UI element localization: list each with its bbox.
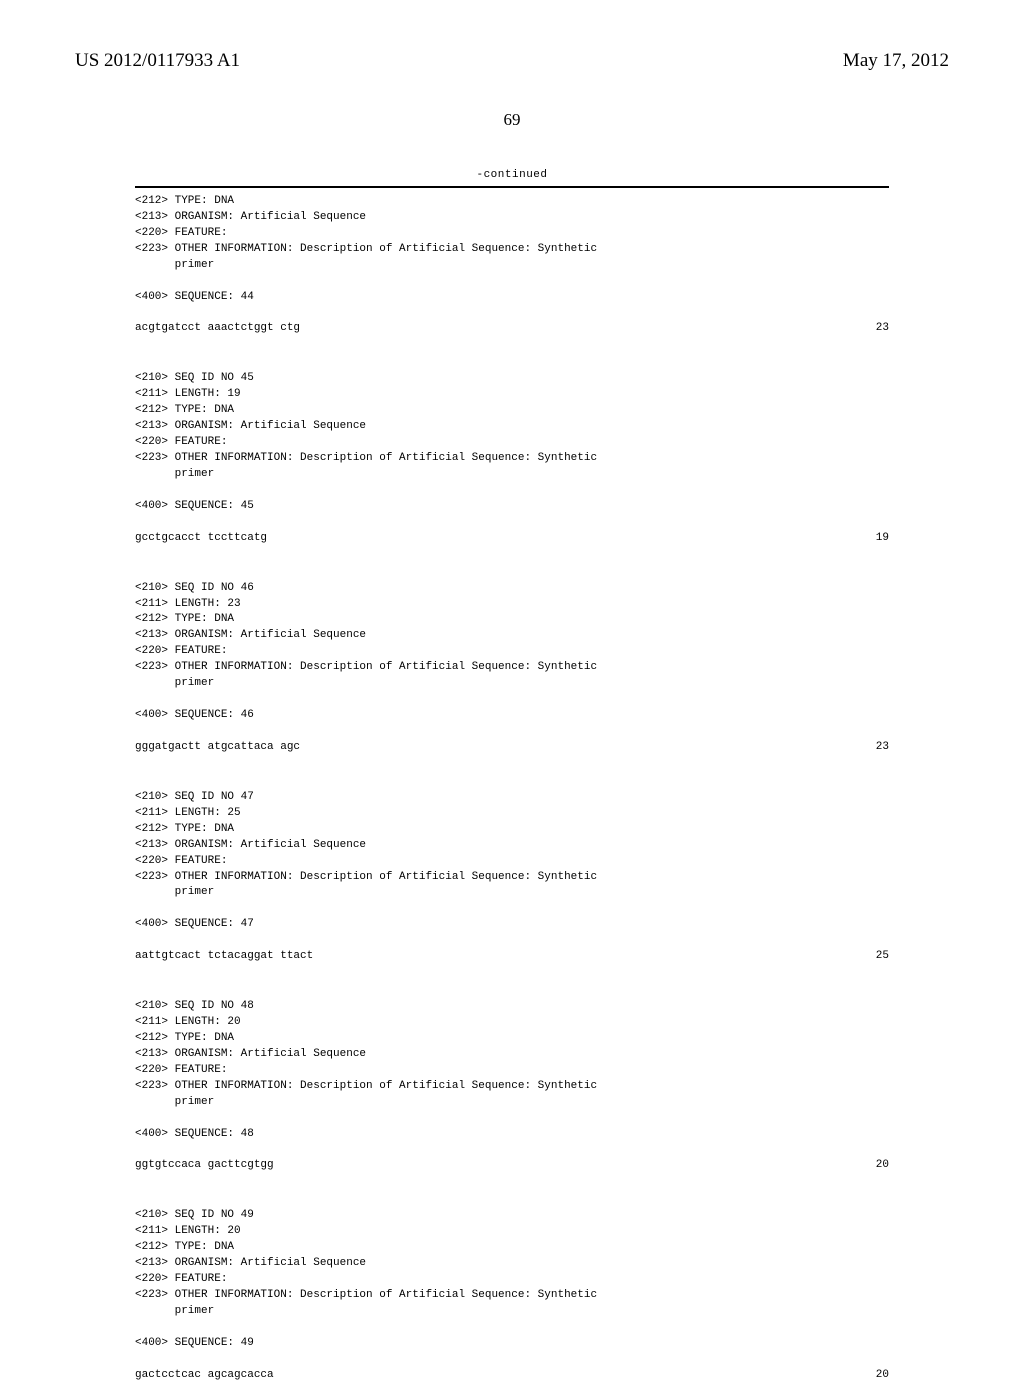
sequence-meta-line: <210> SEQ ID NO 45: [135, 371, 889, 387]
blank-line: [135, 355, 889, 371]
sequence-meta-line: <400> SEQUENCE: 45: [135, 499, 889, 515]
top-rule: [135, 186, 889, 188]
sequence-meta-line: <400> SEQUENCE: 47: [135, 917, 889, 933]
sequence-meta-line: primer: [135, 258, 889, 274]
sequence-listing-content: -continued <212> TYPE: DNA<213> ORGANISM…: [135, 168, 889, 1384]
sequence-meta-line: <400> SEQUENCE: 48: [135, 1127, 889, 1143]
sequence-data-line: gggatgactt atgcattaca agc 23: [135, 740, 889, 756]
blank-line: [135, 1192, 889, 1208]
sequence-block: <210> SEQ ID NO 48<211> LENGTH: 20<212> …: [135, 999, 889, 1174]
sequence-length: 20: [876, 1158, 889, 1174]
sequence-meta-line: <220> FEATURE:: [135, 435, 889, 451]
blank-line: [135, 1143, 889, 1159]
sequence-meta-line: primer: [135, 676, 889, 692]
sequence-meta-line: <213> ORGANISM: Artificial Sequence: [135, 210, 889, 226]
sequence-data-line: gactcctcac agcagcacca 20: [135, 1368, 889, 1384]
sequence-meta-line: primer: [135, 1095, 889, 1111]
sequence-meta-line: <211> LENGTH: 20: [135, 1224, 889, 1240]
sequence-length: 19: [876, 531, 889, 547]
sequence-data-line: ggtgtccaca gacttcgtgg 20: [135, 1158, 889, 1174]
sequence-block: <210> SEQ ID NO 49<211> LENGTH: 20<212> …: [135, 1208, 889, 1383]
sequence-meta-line: <212> TYPE: DNA: [135, 822, 889, 838]
continued-label: -continued: [476, 169, 547, 181]
sequence-meta-line: <400> SEQUENCE: 46: [135, 708, 889, 724]
blank-line: [135, 306, 889, 322]
sequence-meta-line: <213> ORGANISM: Artificial Sequence: [135, 1047, 889, 1063]
blank-line: [135, 515, 889, 531]
sequence-meta-line: <220> FEATURE:: [135, 1063, 889, 1079]
sequence-meta-line: primer: [135, 885, 889, 901]
sequence-meta-line: <223> OTHER INFORMATION: Description of …: [135, 660, 889, 676]
sequence-meta-line: [135, 1111, 889, 1127]
sequence-meta-line: <223> OTHER INFORMATION: Description of …: [135, 242, 889, 258]
sequence-text: gggatgactt atgcattaca agc: [135, 740, 300, 756]
continued-label-wrap: -continued: [135, 168, 889, 184]
sequence-meta-line: <212> TYPE: DNA: [135, 1031, 889, 1047]
sequence-meta-line: [135, 901, 889, 917]
sequence-meta-line: <211> LENGTH: 20: [135, 1015, 889, 1031]
sequence-length: 20: [876, 1368, 889, 1384]
sequence-length: 25: [876, 949, 889, 965]
blank-line: [135, 1352, 889, 1368]
sequence-meta-line: <223> OTHER INFORMATION: Description of …: [135, 451, 889, 467]
sequence-meta-line: <210> SEQ ID NO 46: [135, 581, 889, 597]
sequence-blocks-container: <212> TYPE: DNA<213> ORGANISM: Artificia…: [135, 194, 889, 1384]
sequence-meta-line: <212> TYPE: DNA: [135, 403, 889, 419]
sequence-text: ggtgtccaca gacttcgtgg: [135, 1158, 274, 1174]
sequence-meta-line: [135, 274, 889, 290]
sequence-meta-line: <212> TYPE: DNA: [135, 1240, 889, 1256]
page-number: 69: [0, 110, 1024, 130]
page-header: US 2012/0117933 A1 May 17, 2012: [0, 0, 1024, 72]
sequence-meta-line: <400> SEQUENCE: 44: [135, 290, 889, 306]
sequence-meta-line: [135, 483, 889, 499]
sequence-meta-line: primer: [135, 1304, 889, 1320]
sequence-meta-line: <210> SEQ ID NO 49: [135, 1208, 889, 1224]
sequence-meta-line: <210> SEQ ID NO 47: [135, 790, 889, 806]
sequence-meta-line: <213> ORGANISM: Artificial Sequence: [135, 419, 889, 435]
sequence-meta-line: [135, 692, 889, 708]
blank-line: [135, 724, 889, 740]
blank-line: [135, 933, 889, 949]
sequence-meta-line: <211> LENGTH: 19: [135, 387, 889, 403]
sequence-meta-line: primer: [135, 467, 889, 483]
sequence-block: <210> SEQ ID NO 45<211> LENGTH: 19<212> …: [135, 371, 889, 546]
sequence-meta-line: <223> OTHER INFORMATION: Description of …: [135, 1288, 889, 1304]
publication-number: US 2012/0117933 A1: [75, 50, 240, 72]
sequence-meta-line: <211> LENGTH: 25: [135, 806, 889, 822]
page: US 2012/0117933 A1 May 17, 2012 69 -cont…: [0, 0, 1024, 1320]
sequence-meta-line: <211> LENGTH: 23: [135, 597, 889, 613]
sequence-meta-line: <400> SEQUENCE: 49: [135, 1336, 889, 1352]
sequence-meta-line: <223> OTHER INFORMATION: Description of …: [135, 870, 889, 886]
sequence-data-line: acgtgatcct aaactctggt ctg 23: [135, 321, 889, 337]
sequence-meta-line: <223> OTHER INFORMATION: Description of …: [135, 1079, 889, 1095]
sequence-meta-line: <213> ORGANISM: Artificial Sequence: [135, 628, 889, 644]
sequence-text: gcctgcacct tccttcatg: [135, 531, 267, 547]
sequence-meta-line: <220> FEATURE:: [135, 1272, 889, 1288]
sequence-length: 23: [876, 321, 889, 337]
sequence-meta-line: <210> SEQ ID NO 48: [135, 999, 889, 1015]
sequence-data-line: gcctgcacct tccttcatg 19: [135, 531, 889, 547]
sequence-block: <210> SEQ ID NO 46<211> LENGTH: 23<212> …: [135, 581, 889, 756]
sequence-text: acgtgatcct aaactctggt ctg: [135, 321, 300, 337]
sequence-meta-line: <220> FEATURE:: [135, 226, 889, 242]
sequence-meta-line: <220> FEATURE:: [135, 644, 889, 660]
sequence-meta-line: [135, 1320, 889, 1336]
sequence-meta-line: <212> TYPE: DNA: [135, 194, 889, 210]
sequence-data-line: aattgtcact tctacaggat ttact 25: [135, 949, 889, 965]
sequence-block: <212> TYPE: DNA<213> ORGANISM: Artificia…: [135, 194, 889, 337]
sequence-text: gactcctcac agcagcacca: [135, 1368, 274, 1384]
sequence-meta-line: <220> FEATURE:: [135, 854, 889, 870]
sequence-block: <210> SEQ ID NO 47<211> LENGTH: 25<212> …: [135, 790, 889, 965]
sequence-text: aattgtcact tctacaggat ttact: [135, 949, 313, 965]
blank-line: [135, 565, 889, 581]
blank-line: [135, 774, 889, 790]
sequence-length: 23: [876, 740, 889, 756]
blank-line: [135, 983, 889, 999]
publication-date: May 17, 2012: [843, 50, 949, 72]
sequence-meta-line: <213> ORGANISM: Artificial Sequence: [135, 838, 889, 854]
sequence-meta-line: <213> ORGANISM: Artificial Sequence: [135, 1256, 889, 1272]
sequence-meta-line: <212> TYPE: DNA: [135, 612, 889, 628]
